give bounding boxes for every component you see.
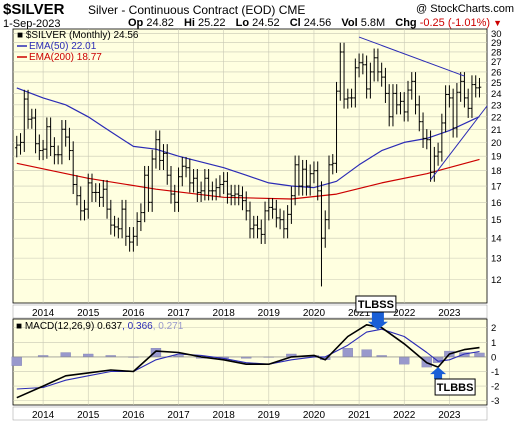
open-label: Op [128, 17, 144, 29]
macd-histogram-bar [83, 353, 94, 358]
price-y-tick-label: 24 [491, 89, 502, 100]
price-legend-entry: EMA(200) 18.77 [29, 52, 102, 63]
macd-histogram-bar [11, 356, 22, 366]
macd-legend-entry: , 0.271 [153, 321, 184, 332]
volume-value: 5.8M [360, 17, 386, 29]
low-value: 24.52 [252, 17, 280, 29]
macd-line [16, 323, 480, 399]
price-y-tick-label: 23 [491, 100, 502, 111]
x-tick-label-bottom: 2021 [348, 410, 371, 421]
price-y-tick-label: 18 [491, 166, 502, 177]
macd-y-tick-label: 1 [491, 338, 496, 349]
x-tick-label-bottom: 2016 [122, 410, 145, 421]
macd-histogram-bar [399, 356, 410, 365]
x-tick-label-bottom: 2020 [303, 410, 326, 421]
macd-y-tick-label: 0 [491, 352, 496, 363]
change-value: -0.25 (-1.01%) [419, 17, 491, 29]
macd-legend: ■ MACD(12,26,9) 0.637, 0.366, 0.271 [16, 321, 184, 332]
change-label: Chg [395, 17, 417, 29]
x-tick-label-bottom: 2018 [213, 410, 236, 421]
price-y-tick-label: 16 [491, 198, 502, 209]
open-value: 24.82 [146, 17, 174, 29]
x-tick-label-top: 2020 [303, 308, 326, 319]
price-y-tick-label: 20 [491, 138, 502, 149]
macd-histogram-bar [60, 352, 71, 358]
price-y-tick-label: 25 [491, 78, 502, 89]
macd-y-tick-label: -1 [491, 367, 499, 378]
macd-histogram-bar [361, 349, 372, 358]
macd-histogram-bar [342, 348, 353, 358]
x-tick-label-bottom: 2023 [438, 410, 461, 421]
axes-layer: 2014201420152015201620162017201720182018… [12, 29, 502, 421]
volume-label: Vol [341, 17, 358, 29]
macd-histogram-bar [474, 352, 485, 358]
down-triangle-icon: ▼ [493, 18, 502, 28]
price-y-tick-label: 28 [491, 47, 502, 58]
annotation-label: TLBBS [437, 382, 474, 394]
price-panel-bg [12, 28, 488, 304]
x-tick-label-bottom: 2022 [393, 410, 416, 421]
x-tick-label-top: 2023 [438, 308, 461, 319]
x-tick-label-top: 2022 [393, 308, 416, 319]
x-tick-label-bottom: 2015 [77, 410, 100, 421]
x-tick-label-top: 2021 [348, 308, 371, 319]
close-value: 24.56 [303, 17, 332, 29]
annotation-label: TLBSS [358, 299, 394, 311]
trendline [358, 36, 465, 77]
price-y-tick-label: 27 [491, 57, 502, 68]
price-y-tick-label: 15 [491, 215, 502, 226]
macd-histogram-bar [150, 348, 162, 358]
x-tick-label-top: 2017 [167, 308, 190, 319]
macd-y-tick-label: -2 [491, 382, 499, 393]
quote-date: 1-Sep-2023 [3, 18, 61, 30]
high-value: 25.22 [198, 17, 226, 29]
macd-legend-entry: ■ MACD(12,26,9) [16, 321, 94, 332]
price-y-tick-label: 21 [491, 125, 502, 136]
x-tick-label-top: 2015 [77, 308, 100, 319]
price-y-tick-label: 29 [491, 38, 502, 49]
annotation-box [355, 295, 397, 313]
trendline [430, 105, 488, 181]
x-tick-label-top: 2014 [32, 308, 55, 319]
ohlc-readout: Op 24.82 Hi 25.22 Lo 24.52 Cl 24.56 Vol … [128, 17, 502, 29]
x-tick-label-top: 2016 [122, 308, 145, 319]
contract-subtitle: Silver - Continuous Contract (EOD) CME [88, 3, 306, 17]
price-legend-entry: EMA(50) 22.01 [29, 41, 97, 52]
x-tick-label-bottom: 2014 [32, 410, 55, 421]
annotation-box [434, 378, 476, 396]
macd-y-tick-label: 2 [491, 323, 496, 334]
macd-legend-entry: , 0.366 [122, 321, 153, 332]
price-y-tick-label: 14 [491, 234, 502, 245]
high-label: Hi [183, 17, 195, 29]
low-label: Lo [235, 17, 250, 29]
x-tick-label-bottom: 2017 [167, 410, 190, 421]
price-y-tick-label: 19 [491, 152, 502, 163]
macd-panel: ■ MACD(12,26,9) 0.637, 0.366, 0.271 [11, 318, 488, 406]
price-y-tick-label: 17 [491, 182, 502, 193]
price-legend-title: ■ $SILVER (Monthly) 24.56 [17, 30, 139, 41]
price-y-tick-label: 12 [491, 275, 502, 286]
copyright-link[interactable]: @ StockCharts.com [416, 3, 514, 15]
x-tick-label-top: 2019 [258, 308, 281, 319]
chart-header: $SILVER Silver - Continuous Contract (EO… [0, 0, 520, 36]
x-tick-label-bottom: 2019 [258, 410, 281, 421]
macd-y-tick-label: -3 [491, 396, 499, 407]
price-y-tick-label: 26 [491, 67, 502, 78]
ema50-line [16, 87, 480, 189]
macd-legend-entry: 0.637 [94, 321, 122, 332]
x-tick-label-top: 2018 [213, 308, 236, 319]
close-label: Cl [289, 17, 301, 29]
down-arrow-icon [367, 312, 388, 330]
symbol-title: $SILVER [3, 1, 65, 18]
up-arrow-icon [430, 367, 447, 379]
macd-signal-line [16, 328, 480, 390]
price-y-tick-label: 22 [491, 112, 502, 123]
price-y-tick-label: 13 [491, 254, 502, 265]
price-y-tick-label: 30 [491, 29, 502, 40]
x-axis-strip-bottom [12, 406, 488, 421]
